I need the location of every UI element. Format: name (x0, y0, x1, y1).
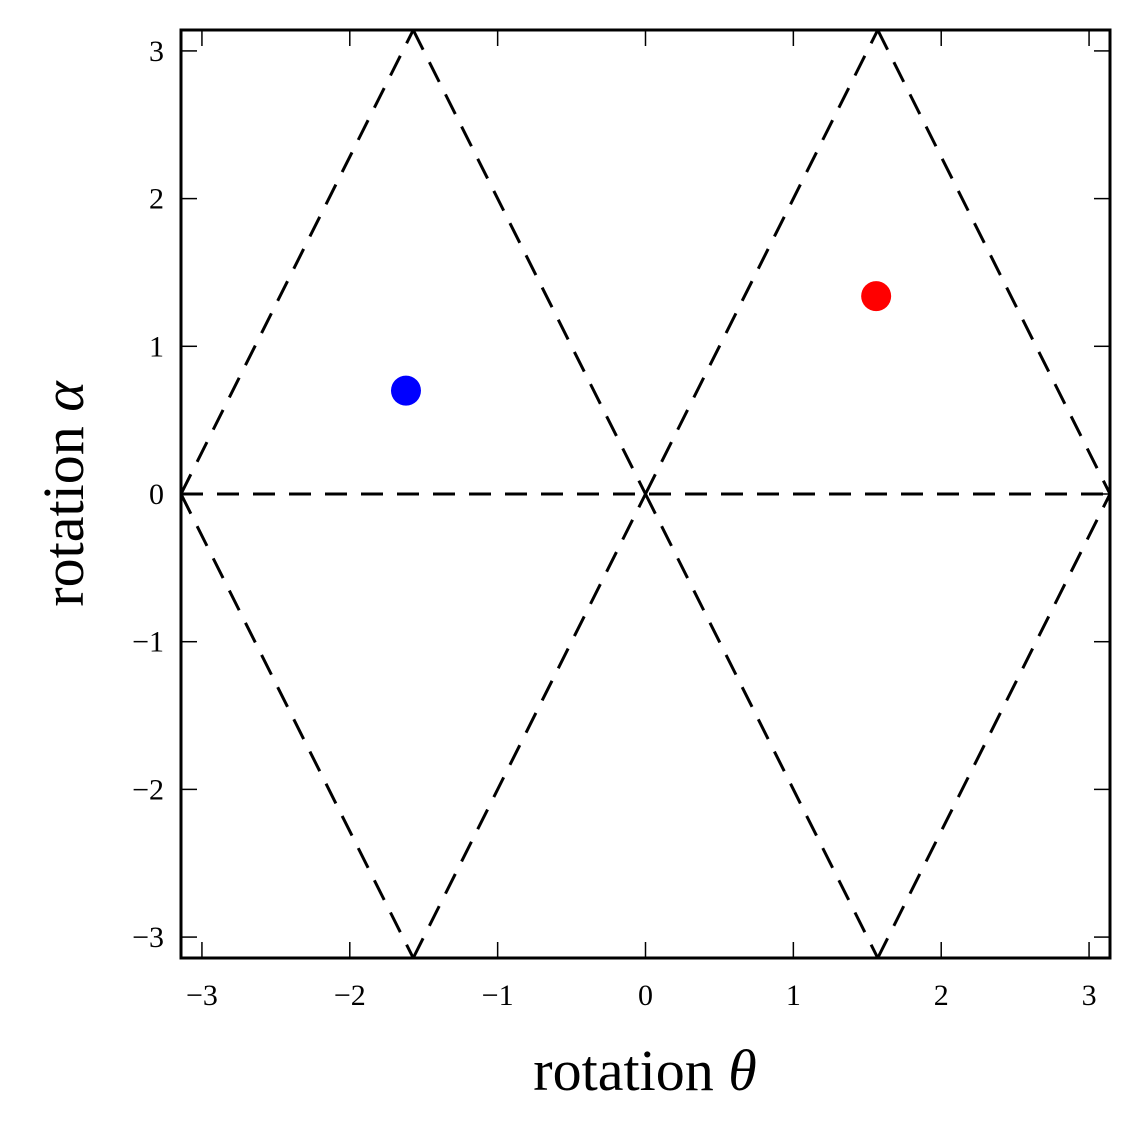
dashed-line (644, 29, 880, 495)
data-points (390, 281, 892, 406)
x-tick-label: 1 (786, 979, 801, 1012)
y-tick-label: −3 (132, 921, 164, 954)
dashed-line (179, 493, 415, 959)
x-axis-ticks: −3 −2 −1 0 1 2 3 (186, 30, 1097, 1012)
y-tick-label: 1 (149, 330, 164, 363)
y-tick-label: −1 (132, 626, 164, 659)
x-tick-label: −3 (186, 979, 218, 1012)
y-tick-label: 2 (149, 183, 164, 216)
data-point (390, 375, 421, 406)
reference-dashed-lines (179, 29, 1112, 959)
dashed-line (411, 29, 647, 495)
x-tick-label: 2 (934, 979, 949, 1012)
dashed-line (876, 493, 1112, 959)
y-axis-ticks: −3 −2 −1 0 1 2 3 (132, 35, 1110, 954)
y-tick-label: −2 (132, 773, 164, 806)
y-tick-label: 3 (149, 35, 164, 68)
dashed-line (179, 29, 415, 495)
x-tick-label: −1 (482, 979, 514, 1012)
dashed-line (876, 29, 1112, 495)
dashed-line (644, 493, 880, 959)
y-tick-label: 0 (149, 478, 164, 511)
x-axis-label: rotation θ (533, 1038, 756, 1103)
y-axis-label: rotation α (31, 380, 96, 607)
data-point (861, 281, 892, 312)
x-tick-label: −2 (334, 979, 366, 1012)
x-tick-label: 0 (638, 979, 653, 1012)
x-tick-label: 3 (1082, 979, 1097, 1012)
dashed-line (411, 493, 647, 959)
